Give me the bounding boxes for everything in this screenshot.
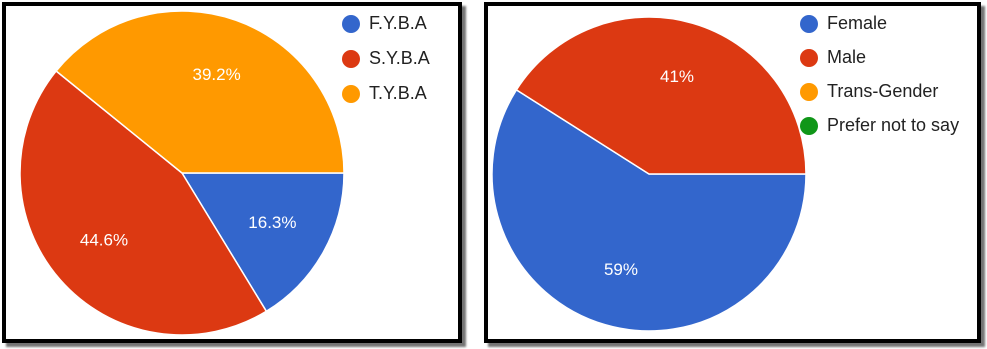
legend-item-trans-gender: Trans-Gender: [800, 80, 959, 103]
legend-item-t-y-b-a: T.Y.B.A: [342, 82, 430, 105]
legend-item-prefer-not-to-say: Prefer not to say: [800, 114, 959, 137]
legend: F.Y.B.A S.Y.B.A T.Y.B.A: [342, 12, 430, 117]
legend-label: S.Y.B.A: [369, 48, 430, 68]
legend-swatch: [800, 82, 818, 101]
slice-label-f-y-b-a: 16.3%: [248, 213, 296, 232]
legend-label: Female: [827, 13, 888, 33]
pie-slice-f-y-b-a[interactable]: [180, 172, 345, 313]
legend: Female Male Trans-Gender Prefer not to say: [800, 12, 959, 148]
slice-label-s-y-b-a: 44.6%: [80, 231, 128, 250]
legend-swatch: [800, 116, 818, 135]
chart-panel-class: 16.3% 44.6% 39.2% F.Y.B.A S.Y.B.A T.Y.B.A: [2, 2, 462, 343]
slice-label-male: 41%: [660, 67, 694, 86]
pie-slice-s-y-b-a[interactable]: [19, 69, 268, 336]
legend-swatch: [342, 49, 360, 68]
legend-swatch: [800, 14, 818, 33]
pie-slice-t-y-b-a[interactable]: [55, 10, 345, 174]
legend-label: Prefer not to say: [827, 115, 960, 135]
chart-panel-gender: 59% 41% Female Male Trans-Gender Prefer not …: [484, 2, 981, 343]
pie-slice-female[interactable]: [491, 88, 807, 332]
legend-label: T.Y.B.A: [369, 83, 427, 103]
pie-slice-male[interactable]: [515, 16, 807, 175]
legend-label: F.Y.B.A: [369, 13, 427, 33]
pie-chart-gender: 59% 41%: [491, 16, 807, 332]
slice-label-female: 59%: [604, 260, 638, 279]
legend-swatch: [342, 14, 360, 33]
pie-chart-class: 16.3% 44.6% 39.2%: [19, 10, 345, 336]
legend-swatch: [800, 48, 818, 67]
legend-item-male: Male: [800, 46, 959, 69]
legend-swatch: [342, 84, 360, 103]
legend-item-female: Female: [800, 12, 959, 35]
legend-label: Trans-Gender: [827, 81, 939, 101]
legend-item-s-y-b-a: S.Y.B.A: [342, 47, 430, 70]
legend-label: Male: [827, 47, 867, 67]
legend-item-f-y-b-a: F.Y.B.A: [342, 12, 430, 35]
slice-label-t-y-b-a: 39.2%: [193, 65, 241, 84]
